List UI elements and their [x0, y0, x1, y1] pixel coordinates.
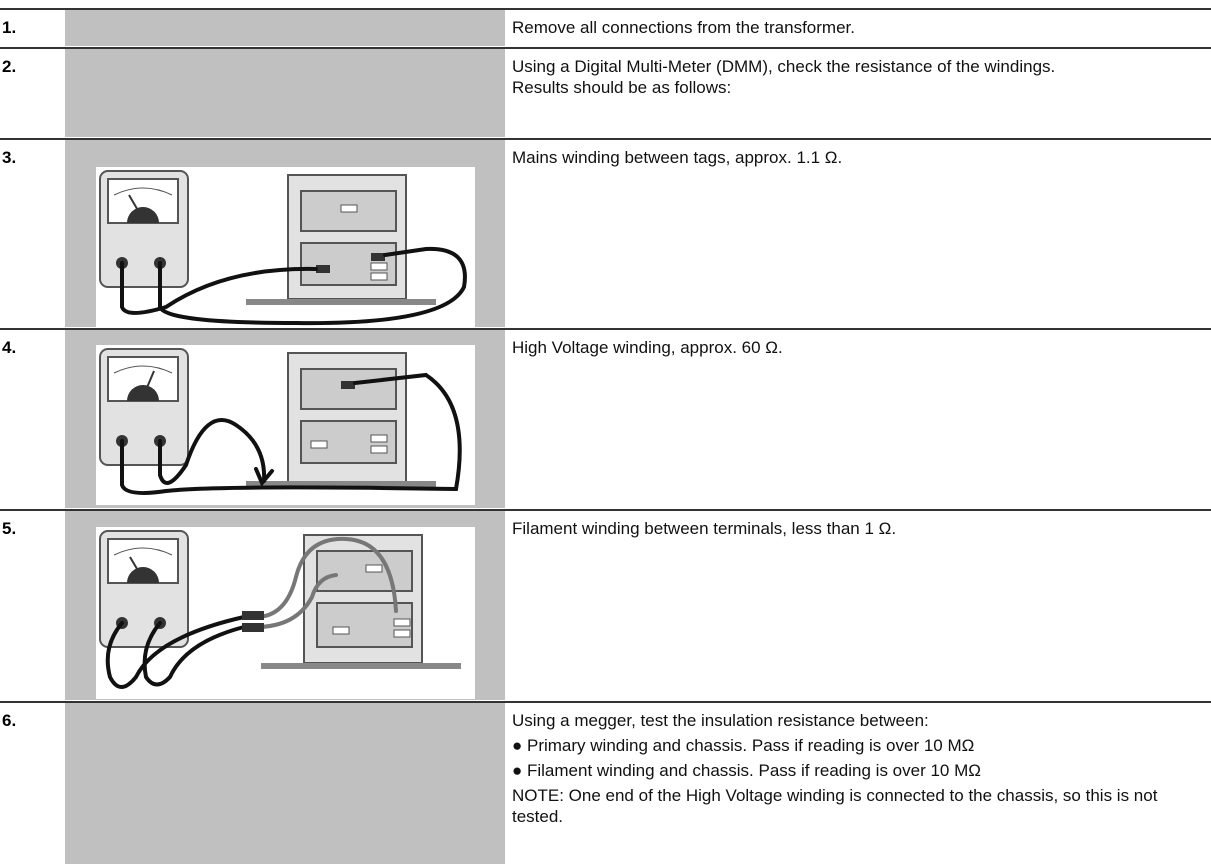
- paragraph: NOTE: One end of the High Voltage windin…: [512, 786, 1158, 826]
- paragraph: Using a Digital Multi-Meter (DMM), check…: [512, 57, 1056, 76]
- step-text: Remove all connections from the transfor…: [512, 17, 1202, 42]
- image-cell: [65, 330, 505, 508]
- illustration: [96, 527, 475, 699]
- step-number: 1.: [2, 18, 17, 37]
- paragraph: Using a megger, test the insulation resi…: [512, 711, 929, 730]
- step-row: 1. Remove all connections from the trans…: [0, 8, 1211, 47]
- image-cell: [65, 140, 505, 327]
- paragraph: High Voltage winding, approx. 60 Ω.: [512, 338, 783, 357]
- image-cell: [65, 511, 505, 700]
- step-row: 2. Using a Digital Multi-Meter (DMM), ch…: [0, 47, 1211, 138]
- paragraph: Remove all connections from the transfor…: [512, 18, 855, 37]
- image-cell: [65, 49, 505, 137]
- step-text: Using a megger, test the insulation resi…: [512, 710, 1202, 827]
- step-row: 5.: [0, 509, 1211, 701]
- step-number: 5.: [2, 519, 17, 538]
- step-number: 3.: [2, 148, 17, 167]
- step-number: 4.: [2, 338, 17, 357]
- bullet: ● Filament winding and chassis. Pass if …: [512, 761, 981, 780]
- illustration: [96, 167, 475, 327]
- step-row: 4. High Volt: [0, 328, 1211, 509]
- step-text: Filament winding between terminals, less…: [512, 518, 1202, 543]
- step-text: Mains winding between tags, approx. 1.1 …: [512, 147, 1202, 172]
- step-number: 2.: [2, 57, 17, 76]
- step-text: Using a Digital Multi-Meter (DMM), check…: [512, 56, 1202, 102]
- illustration: [96, 345, 475, 505]
- paragraph: Filament winding between terminals, less…: [512, 519, 897, 538]
- image-cell: [65, 10, 505, 46]
- step-row: 6. Using a megger, test the insulation r…: [0, 701, 1211, 865]
- paragraph: Results should be as follows:: [512, 78, 732, 97]
- bullet: ● Primary winding and chassis. Pass if r…: [512, 736, 975, 755]
- step-row: 3. Mains winding betw: [0, 138, 1211, 328]
- step-text: High Voltage winding, approx. 60 Ω.: [512, 337, 1202, 362]
- step-number: 6.: [2, 711, 17, 730]
- image-cell: [65, 703, 505, 864]
- paragraph: Mains winding between tags, approx. 1.1 …: [512, 148, 843, 167]
